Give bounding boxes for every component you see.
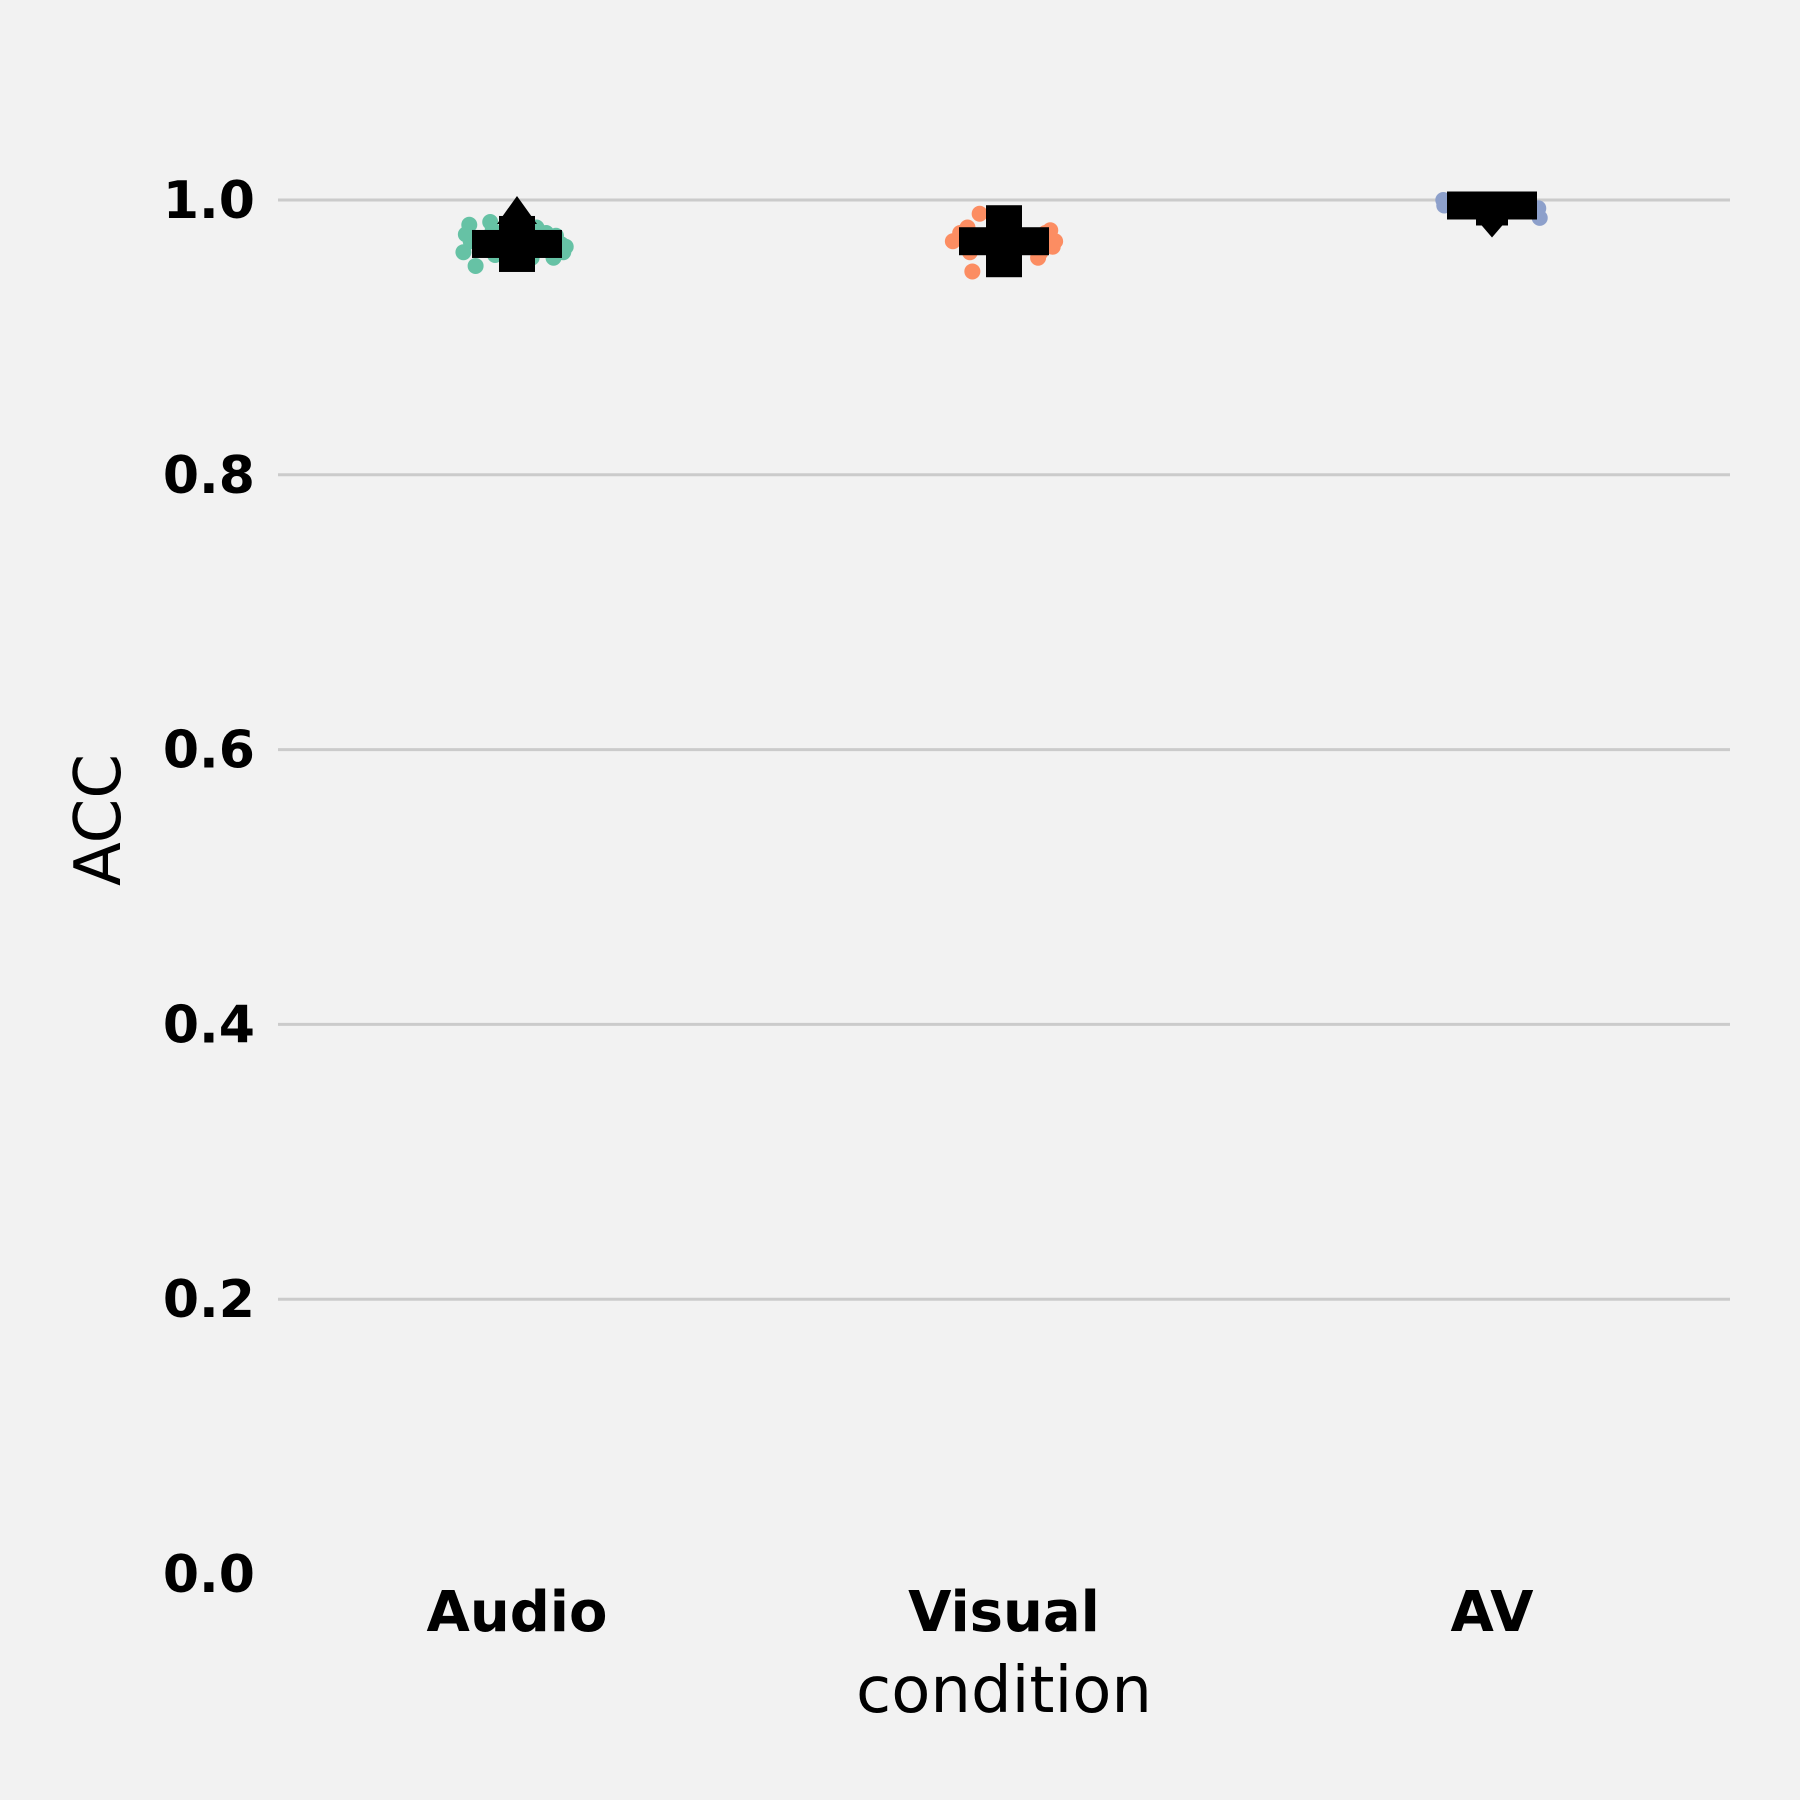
data-point bbox=[467, 257, 484, 274]
x-tick-labels: Audio Visual AV bbox=[427, 1580, 1535, 1645]
data-point bbox=[455, 244, 472, 261]
mean-marker bbox=[472, 195, 562, 272]
y-tick-label: 1.0 bbox=[163, 171, 255, 231]
y-axis-label: ACC bbox=[62, 754, 136, 886]
x-tick-label: Audio bbox=[427, 1580, 608, 1645]
x-axis-label: condition bbox=[856, 1654, 1152, 1728]
data-point bbox=[971, 205, 988, 222]
x-tick-label: AV bbox=[1451, 1580, 1535, 1645]
y-tick-labels: 0.0 0.2 0.4 0.6 0.8 1.0 bbox=[163, 171, 255, 1605]
y-tick-label: 0.2 bbox=[163, 1270, 255, 1330]
mean-marker bbox=[1447, 191, 1537, 238]
x-tick-label: Visual bbox=[908, 1580, 1100, 1645]
y-tick-label: 0.8 bbox=[163, 446, 255, 506]
y-tick-label: 0.6 bbox=[163, 721, 255, 781]
gridlines bbox=[278, 198, 1730, 1301]
mean-markers bbox=[472, 191, 1537, 278]
data-point bbox=[1047, 233, 1064, 250]
data-point bbox=[964, 263, 981, 280]
y-tick-label: 0.0 bbox=[163, 1545, 255, 1605]
mean-marker bbox=[959, 205, 1049, 278]
y-tick-label: 0.4 bbox=[163, 995, 255, 1055]
